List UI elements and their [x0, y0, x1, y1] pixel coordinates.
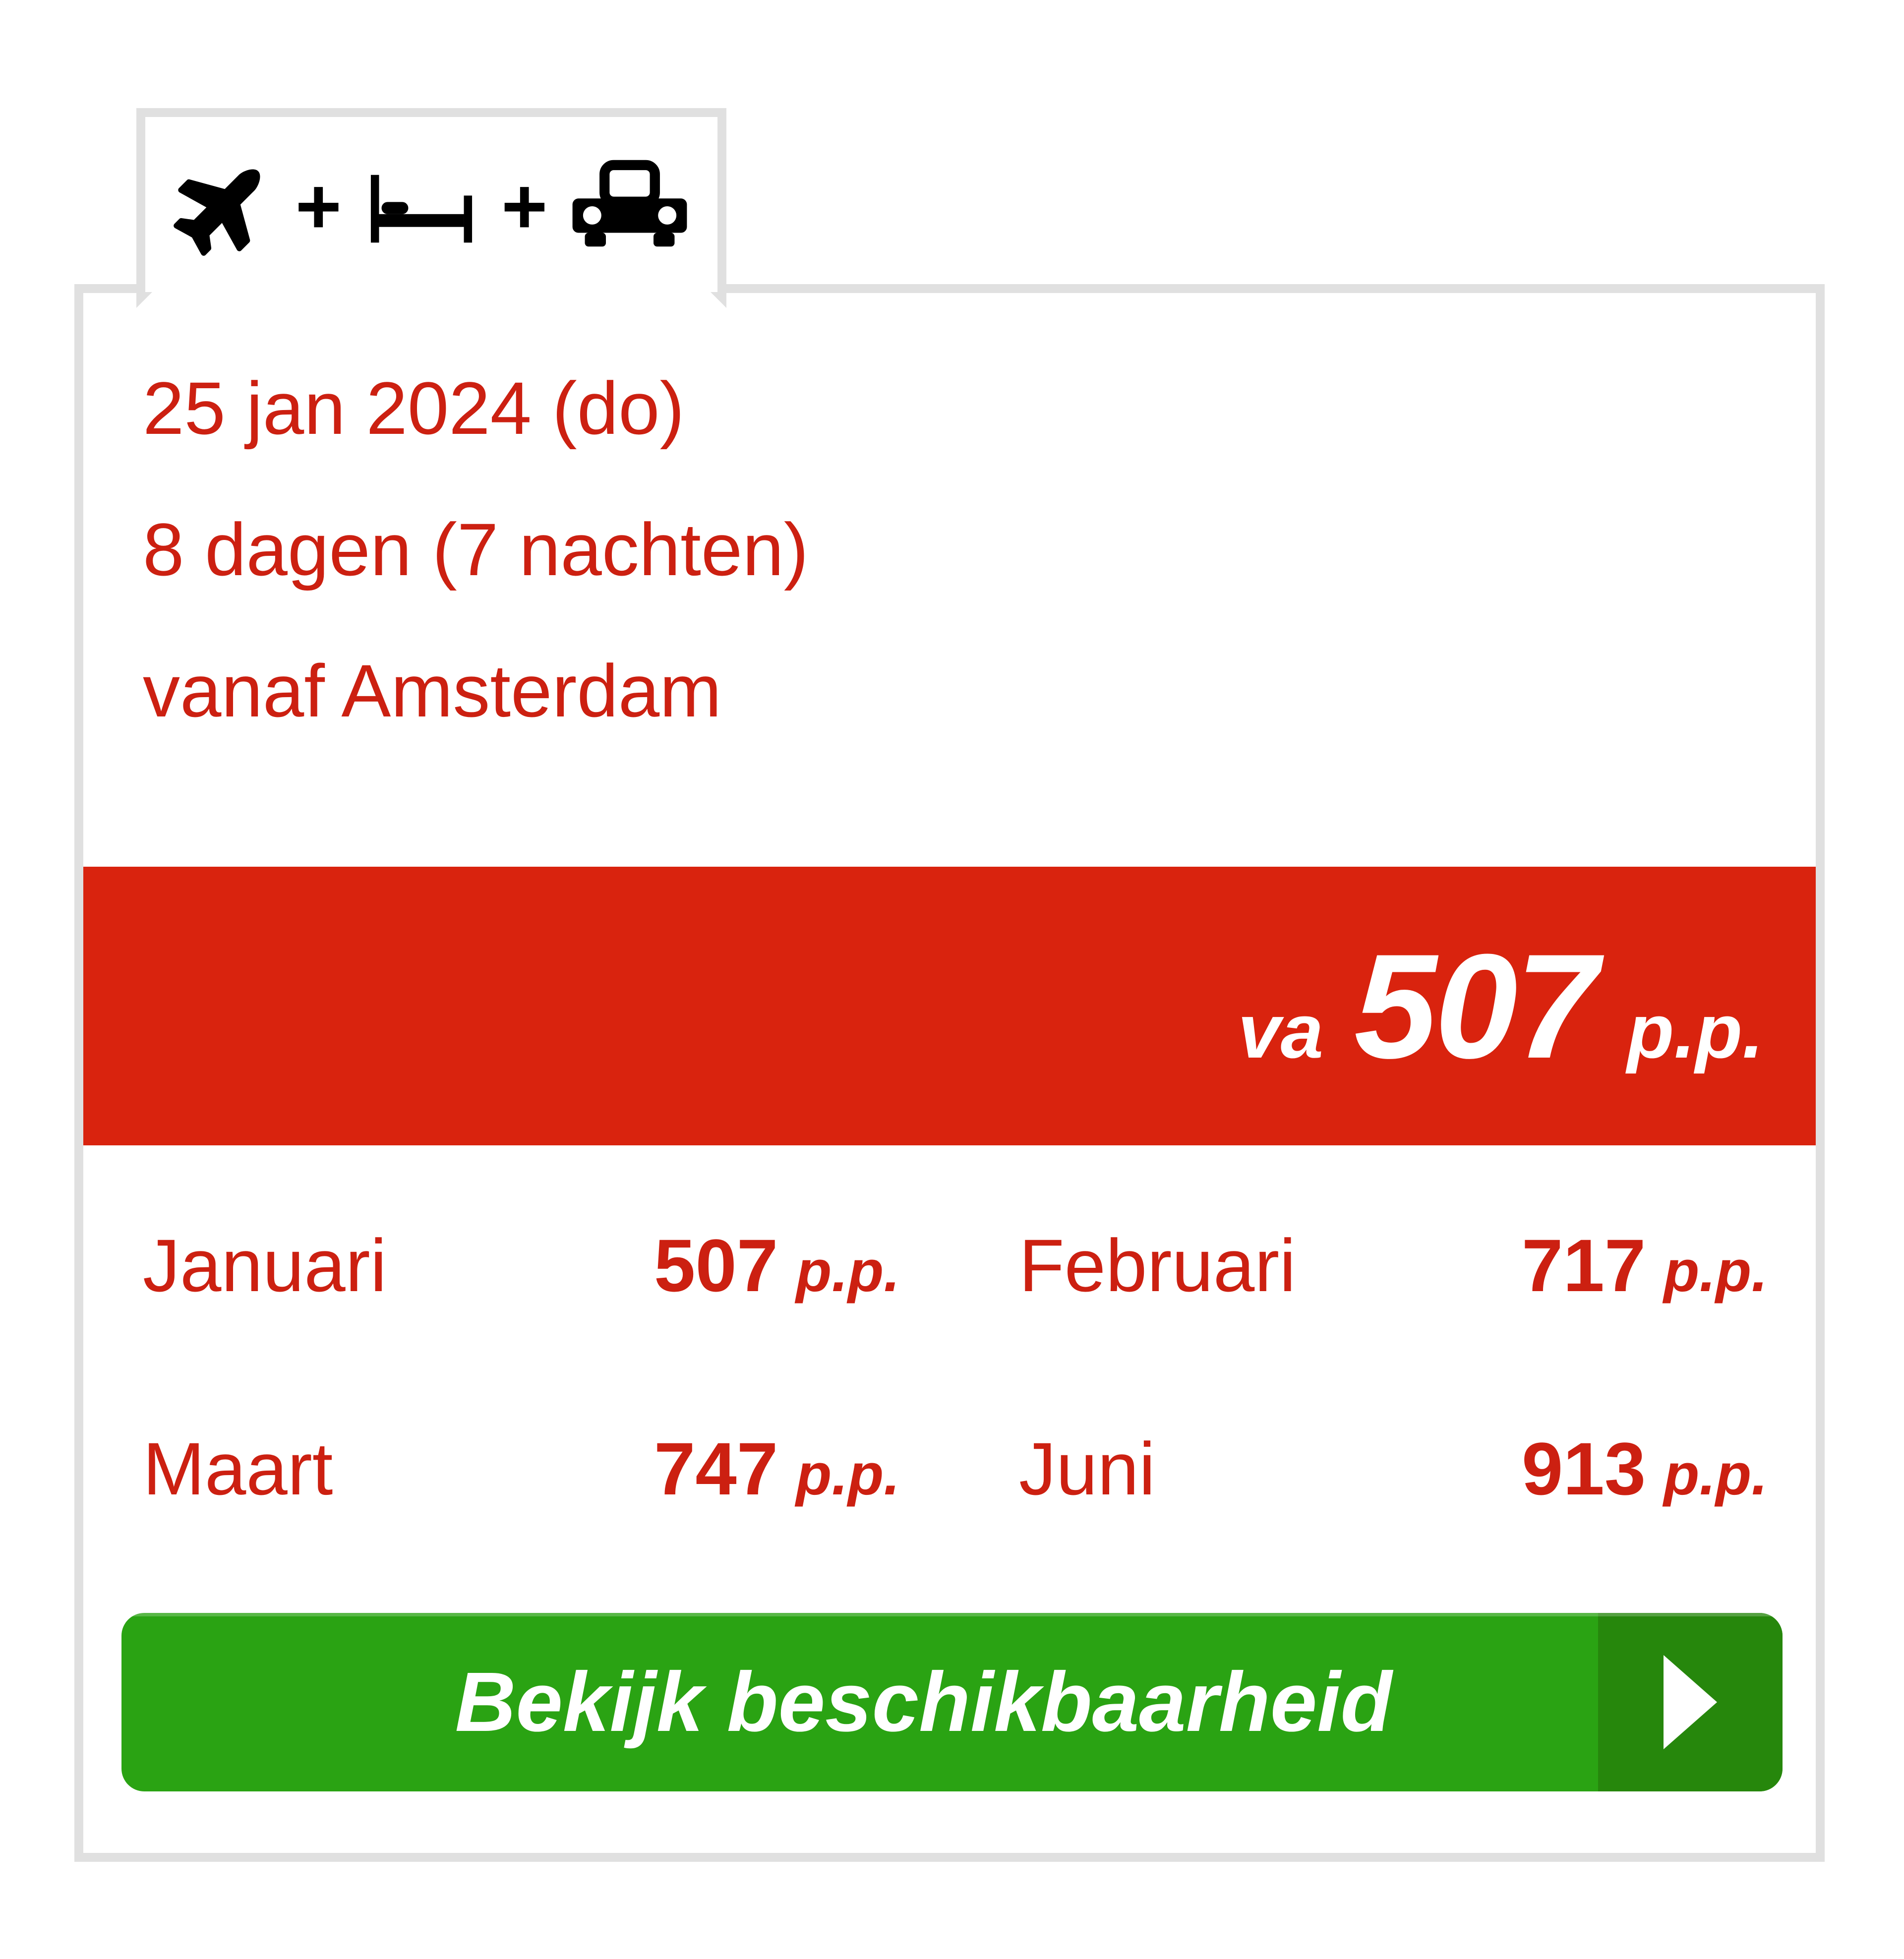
month-label: Maart — [143, 1427, 333, 1510]
price-unit: p.p. — [1664, 1442, 1768, 1507]
month-price: 747 p.p. — [654, 1427, 900, 1510]
airplane-icon — [173, 169, 260, 256]
price-banner: va 507 p.p. — [83, 867, 1816, 1145]
offer-date: 25 jan 2024 (do) — [143, 366, 685, 450]
price-amount: 507 — [1354, 923, 1599, 1089]
offer-departure: vanaf Amsterdam — [143, 649, 722, 732]
offer-duration: 8 dagen (7 nachten) — [143, 508, 809, 591]
price-banner-text: va 507 p.p. — [83, 867, 1816, 1195]
month-label: Juni — [1019, 1427, 1156, 1510]
price-unit: p.p. — [796, 1442, 900, 1507]
month-price-item: Januari 507 p.p. — [83, 1228, 950, 1431]
bed-icon — [370, 175, 473, 243]
offer-card[interactable]: 25 jan 2024 (do) 8 dagen (7 nachten) van… — [74, 284, 1825, 1862]
month-label: Februari — [1019, 1224, 1296, 1307]
month-row: Januari 507 p.p. Februari 717 p.p. — [83, 1228, 1816, 1431]
price-prefix: va — [1238, 988, 1323, 1074]
button-arrow-cap — [1598, 1613, 1783, 1791]
plus-separator: + — [501, 162, 548, 250]
plus-separator: + — [295, 162, 342, 250]
month-price-item: Maart 747 p.p. — [83, 1431, 950, 1635]
month-price-item: Juni 913 p.p. — [950, 1431, 1816, 1635]
check-availability-button[interactable]: Bekijk beschikbaarheid — [121, 1613, 1783, 1791]
month-price: 717 p.p. — [1521, 1224, 1768, 1307]
check-availability-label: Bekijk beschikbaarheid — [455, 1655, 1392, 1749]
car-icon — [573, 160, 687, 247]
month-price: 507 p.p. — [654, 1224, 900, 1307]
arrow-right-icon — [1664, 1655, 1717, 1749]
tab-corner-notch-right — [711, 292, 726, 308]
month-price-item: Februari 717 p.p. — [950, 1228, 1816, 1431]
month-label: Januari — [143, 1224, 387, 1307]
price-unit: p.p. — [796, 1239, 900, 1304]
price-unit: p.p. — [1627, 988, 1764, 1074]
month-price-list: Januari 507 p.p. Februari 717 p.p. Maart 7… — [83, 1228, 1816, 1635]
tab-corner-notch-left — [136, 292, 152, 308]
price-unit: p.p. — [1664, 1239, 1768, 1304]
month-price: 913 p.p. — [1521, 1427, 1768, 1510]
month-row: Maart 747 p.p. Juni 913 p.p. — [83, 1431, 1816, 1635]
offer-summary: 25 jan 2024 (do) 8 dagen (7 nachten) van… — [143, 338, 809, 762]
trip-type-tab[interactable]: + + — [136, 108, 726, 296]
